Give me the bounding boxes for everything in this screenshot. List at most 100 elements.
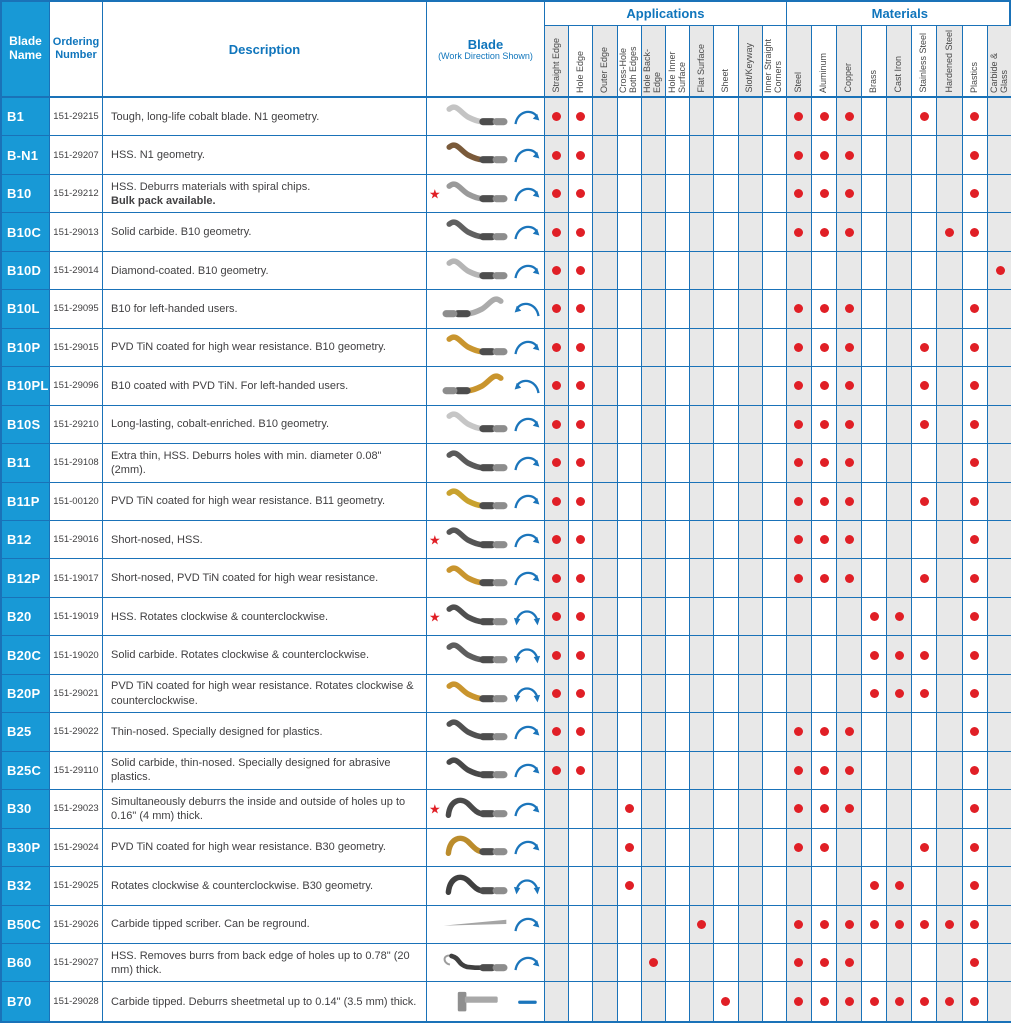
application-cell-flat-surface: [690, 213, 715, 252]
blade-photo-s-curve: [446, 334, 508, 356]
material-cell-brass: [862, 790, 888, 829]
dot-icon: [552, 304, 562, 314]
blade-name-cell: B20P: [2, 674, 50, 714]
dot-icon: [552, 535, 562, 545]
material-cell-carbide-glass: [987, 867, 1011, 906]
material-cell-brass: [862, 444, 888, 483]
material-cell-brass: [862, 905, 888, 944]
blade-name-cell: B11: [2, 444, 50, 483]
application-cell-hole-back-edge: [641, 867, 666, 906]
description-text: PVD TiN coated for high wear resistance.…: [111, 680, 414, 707]
application-cell-inner-straight-corners: [762, 751, 787, 791]
blade-name-cell: B20C: [2, 636, 50, 675]
material-cell-aluminum: [811, 367, 838, 406]
dot-icon: [844, 458, 854, 468]
application-cell-hole-inner-surface: [665, 828, 691, 868]
blade-image-cell: ★: [427, 790, 545, 829]
column-header-label: Slot/Keyway: [744, 43, 755, 93]
ordering-number-cell: 151-29096: [50, 367, 103, 406]
material-cell-cast-iron: [887, 597, 913, 637]
material-cell-hardened-steel: [937, 290, 963, 329]
material-cell-stainless-steel: [912, 174, 938, 214]
material-cell-stainless-steel: [912, 905, 938, 944]
dot-icon: [576, 535, 586, 545]
material-cell-plastics: [962, 597, 988, 637]
application-cell-hole-back-edge: [641, 520, 666, 560]
column-header-label: Hole Inner Surface: [666, 51, 687, 93]
application-cell-flat-surface: [690, 790, 715, 829]
blade-name-cell: B20: [2, 597, 50, 637]
blade-name-cell: B12: [2, 520, 50, 560]
application-cell-hole-edge: [569, 636, 594, 675]
material-cell-brass: [862, 213, 888, 252]
application-cell-hole-edge: [569, 213, 594, 252]
dot-icon: [552, 612, 562, 622]
dot-icon: [944, 997, 954, 1007]
description-text: HSS. N1 geometry.: [111, 149, 205, 162]
application-cell-sheet: [714, 713, 739, 752]
material-cell-hardened-steel: [937, 174, 963, 214]
blade-photo-s-curve: [446, 757, 508, 779]
application-cell-cross-hole-both-edges: [617, 444, 642, 483]
application-cell-inner-straight-corners: [762, 328, 787, 368]
description-text: Simultaneously deburrs the inside and ou…: [111, 795, 406, 822]
application-cell-cross-hole-both-edges: [617, 136, 642, 175]
application-cell-inner-straight-corners: [762, 828, 787, 868]
dot-icon: [576, 381, 586, 391]
dot-icon: [794, 419, 804, 429]
blade-name-cell: B60: [2, 943, 50, 983]
blade-image-cell: [427, 98, 545, 137]
material-cell-carbide-glass: [987, 213, 1011, 252]
material-cell-plastics: [962, 636, 988, 675]
material-cell-hardened-steel: [937, 136, 963, 175]
table-row-b70: B70 151-29028 Carbide tipped. Deburrs shee…: [2, 982, 1011, 1021]
application-cell-sheet: [714, 982, 739, 1021]
application-cell-hole-edge: [569, 520, 594, 560]
application-cell-slot-keyway: [738, 290, 763, 329]
dot-icon: [844, 496, 854, 506]
application-cell-hole-inner-surface: [665, 174, 691, 214]
dot-icon: [894, 612, 904, 622]
application-cell-straight-edge: [545, 982, 570, 1021]
dot-icon: [844, 150, 854, 160]
material-cell-stainless-steel: [912, 251, 938, 291]
material-cell-aluminum: [811, 943, 838, 983]
application-cell-cross-hole-both-edges: [617, 98, 642, 137]
arrow-clockwise-icon: [514, 341, 540, 355]
blade-photo-s-curve: [446, 680, 508, 702]
application-cell-flat-surface: [690, 559, 715, 598]
application-cell-hole-back-edge: [641, 213, 666, 252]
material-cell-steel: [786, 982, 812, 1021]
blade-name-cell: B12P: [2, 559, 50, 598]
arrow-clockwise-icon: [514, 225, 540, 240]
material-cell-plastics: [962, 751, 988, 791]
description-cell: HSS. N1 geometry.: [103, 136, 427, 175]
material-cell-carbide-glass: [987, 136, 1011, 175]
application-cell-hole-edge: [569, 174, 594, 214]
description-text: Carbide tipped scriber. Can be reground.: [111, 918, 310, 931]
column-header-outer-edge: Outer Edge: [593, 26, 618, 98]
dot-icon: [844, 227, 854, 237]
material-cell-plastics: [962, 213, 988, 252]
application-cell-hole-edge: [569, 905, 594, 944]
material-cell-stainless-steel: [912, 597, 938, 637]
blade-image-cell: [427, 444, 545, 483]
dot-icon: [819, 227, 829, 237]
application-cell-straight-edge: [545, 943, 570, 983]
table-row-b20p: B20P 151-29021 PVD TiN coated for high wea…: [2, 674, 1011, 714]
application-cell-hole-inner-surface: [665, 751, 691, 791]
ordering-number-cell: 151-29025: [50, 867, 103, 906]
description-cell: Rotates clockwise & counterclockwise. B3…: [103, 867, 427, 906]
dot-icon: [794, 112, 804, 122]
arrow-clockwise-icon: [514, 841, 540, 855]
application-cell-hole-edge: [569, 751, 594, 791]
description-text: Short-nosed, HSS.: [111, 533, 203, 546]
application-cell-outer-edge: [593, 290, 618, 329]
material-cell-cast-iron: [887, 559, 913, 598]
application-cell-straight-edge: [545, 520, 570, 560]
column-header-label: Copper: [843, 63, 854, 93]
application-cell-sheet: [714, 444, 739, 483]
dot-icon: [576, 266, 586, 276]
description-text: HSS. Rotates clockwise & counterclockwis…: [111, 610, 329, 623]
dot-icon: [576, 573, 586, 583]
